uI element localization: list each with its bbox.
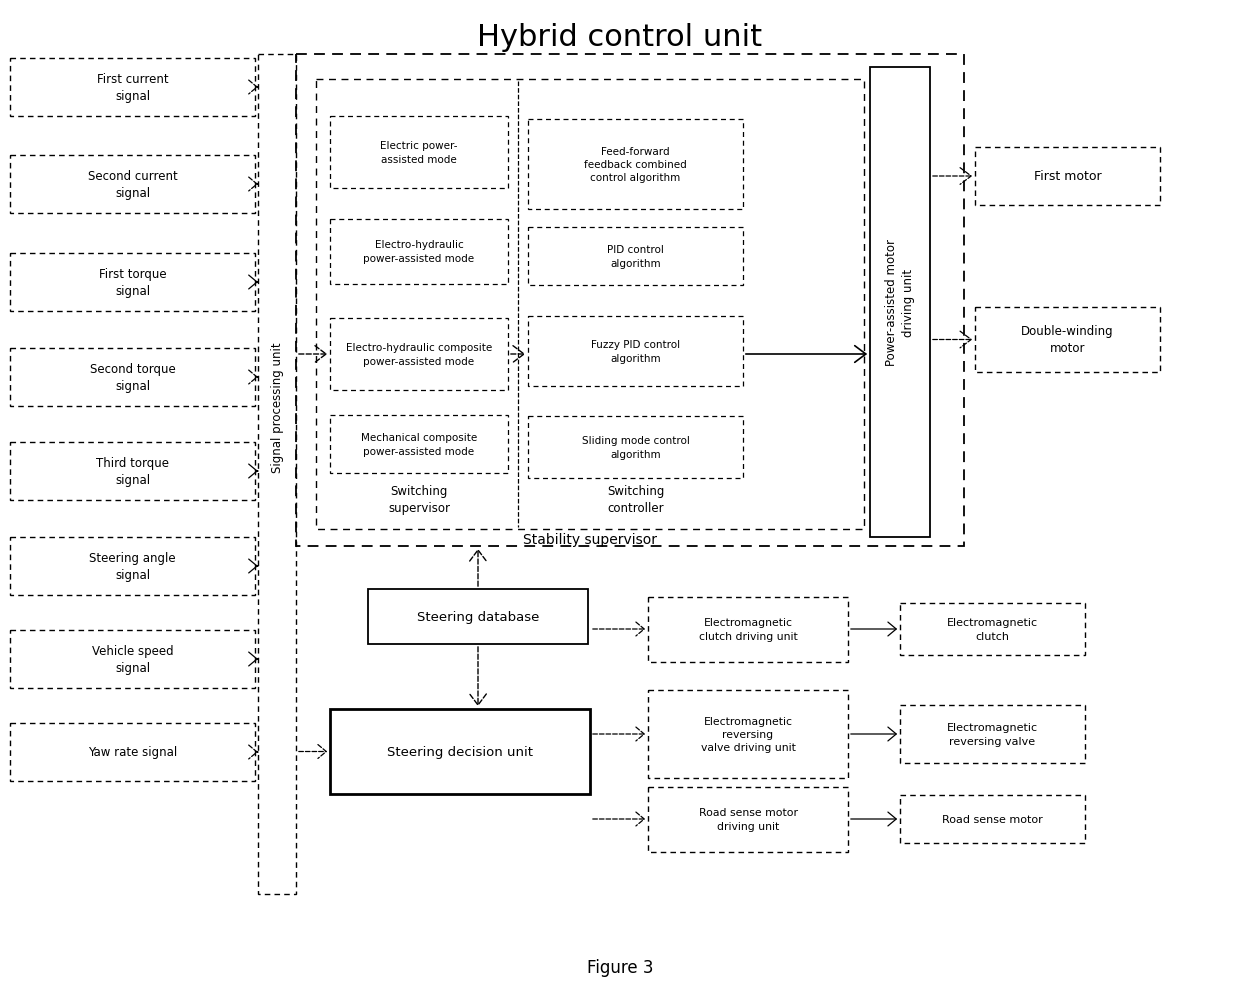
Bar (649, 598, 848, 662)
Text: Electromagnetic
clutch driving unit: Electromagnetic clutch driving unit (698, 618, 797, 641)
Text: Signal processing unit: Signal processing unit (270, 342, 284, 472)
Text: Mechanical composite
power-assisted mode: Mechanical composite power-assisted mode (361, 433, 477, 456)
Text: Road sense motor: Road sense motor (942, 814, 1043, 824)
Text: Hybrid control unit: Hybrid control unit (477, 23, 763, 52)
Bar (870, 68, 930, 538)
Text: Second torque
signal: Second torque signal (89, 363, 175, 392)
Bar (975, 308, 1159, 373)
Bar (330, 117, 508, 189)
Bar (900, 795, 1085, 844)
Bar (10, 630, 255, 688)
Bar (10, 442, 255, 500)
Bar (10, 59, 255, 117)
Text: Electro-hydraulic composite
power-assisted mode: Electro-hydraulic composite power-assist… (346, 343, 492, 366)
Bar (975, 147, 1159, 206)
Bar (528, 416, 743, 478)
Bar (258, 55, 296, 894)
Text: Electromagnetic
reversing
valve driving unit: Electromagnetic reversing valve driving … (701, 716, 795, 752)
Text: Switching
controller: Switching controller (606, 484, 665, 515)
Text: Electromagnetic
clutch: Electromagnetic clutch (947, 618, 1038, 641)
Text: Sliding mode control
algorithm: Sliding mode control algorithm (582, 436, 689, 459)
Text: PID control
algorithm: PID control algorithm (608, 245, 663, 269)
Text: Double-winding
motor: Double-winding motor (1022, 325, 1114, 355)
Bar (528, 228, 743, 286)
Text: Yaw rate signal: Yaw rate signal (88, 746, 177, 758)
Text: First motor: First motor (1034, 171, 1101, 184)
Bar (10, 723, 255, 781)
Bar (368, 590, 588, 644)
Text: Second current
signal: Second current signal (88, 170, 177, 200)
Text: Steering angle
signal: Steering angle signal (89, 552, 176, 582)
Text: Feed-forward
feedback combined
control algorithm: Feed-forward feedback combined control a… (584, 146, 687, 183)
Text: Steering database: Steering database (417, 611, 539, 624)
Text: First current
signal: First current signal (97, 73, 169, 103)
Bar (330, 220, 508, 285)
Bar (10, 349, 255, 406)
Bar (10, 538, 255, 596)
Bar (528, 317, 743, 386)
Bar (649, 787, 848, 853)
Text: Switching
supervisor: Switching supervisor (388, 484, 450, 515)
Text: First torque
signal: First torque signal (99, 268, 166, 298)
Bar (330, 415, 508, 473)
Text: Power-assisted motor
driving unit: Power-assisted motor driving unit (885, 240, 915, 366)
Bar (10, 155, 255, 214)
Text: Third torque
signal: Third torque signal (95, 456, 169, 486)
Bar (900, 705, 1085, 763)
Bar (900, 604, 1085, 655)
Text: Figure 3: Figure 3 (587, 958, 653, 976)
Text: Electromagnetic
reversing valve: Electromagnetic reversing valve (947, 723, 1038, 746)
Text: Vehicle speed
signal: Vehicle speed signal (92, 644, 174, 674)
Text: Road sense motor
driving unit: Road sense motor driving unit (698, 807, 797, 830)
Text: Steering decision unit: Steering decision unit (387, 745, 533, 758)
Bar (528, 120, 743, 210)
Text: Fuzzy PID control
algorithm: Fuzzy PID control algorithm (591, 340, 680, 363)
Bar (649, 690, 848, 778)
Bar (296, 55, 963, 547)
Text: Electro-hydraulic
power-assisted mode: Electro-hydraulic power-assisted mode (363, 240, 475, 264)
Text: Stability supervisor: Stability supervisor (523, 533, 657, 547)
Bar (330, 319, 508, 390)
Bar (10, 254, 255, 312)
Bar (330, 709, 590, 794)
Text: Electric power-
assisted mode: Electric power- assisted mode (381, 141, 458, 164)
Bar (316, 80, 864, 530)
